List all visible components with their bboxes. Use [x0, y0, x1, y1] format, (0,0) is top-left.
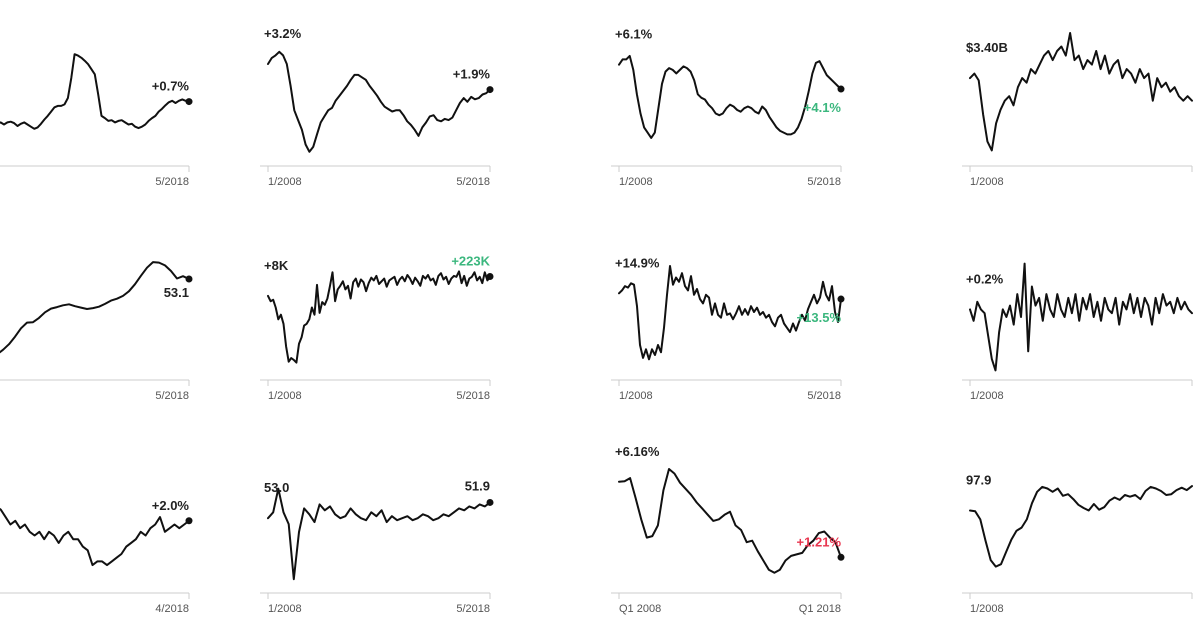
- end-point-dot: [185, 517, 193, 525]
- chart-panel: 1/2008 97.9: [962, 441, 1200, 641]
- end-point-dot: [837, 295, 845, 303]
- x-tick-label-end: 5/2018: [807, 176, 841, 188]
- x-tick-label-end: Q1 2018: [799, 603, 841, 615]
- start-value-label: +8K: [264, 258, 289, 273]
- sparkline-chart: 1/2008 5/2018 53.0 51.9: [260, 478, 494, 615]
- start-value-label: $3.40B: [966, 40, 1008, 55]
- chart-panel: 5/2018 +0.7%: [0, 14, 209, 214]
- end-value-label: +1.9%: [453, 67, 491, 82]
- series-line: [0, 53, 190, 130]
- sparkline-chart: 1/2008 +0.2%: [962, 262, 1193, 402]
- chart-panel: 5/2018 53.1: [0, 228, 209, 428]
- series-line: [969, 485, 1193, 568]
- end-point-dot: [837, 553, 845, 561]
- sparkline-chart: 1/2008 5/2018 +8K +223K: [260, 254, 494, 402]
- chart-panel: 1/2008 +0.2%: [962, 228, 1200, 428]
- end-point-dot: [185, 275, 193, 283]
- chart-panel: 4/2018 +2.0%: [0, 441, 209, 641]
- series-line: [267, 487, 491, 581]
- sparkline-chart: 1/2008 5/2018 +6.1% +4.1%: [611, 27, 845, 188]
- x-tick-label-start: 1/2008: [619, 176, 653, 188]
- sparkline-chart: 5/2018 53.1: [0, 261, 193, 402]
- x-tick-label-end: 5/2018: [456, 603, 490, 615]
- sparkline-chart: 4/2018 +2.0%: [0, 498, 193, 615]
- chart-panel: 1/2008 5/2018 +8K +223K: [260, 228, 510, 428]
- series-line: [0, 507, 190, 567]
- series-line: [969, 262, 1193, 372]
- series-line: [0, 261, 190, 354]
- x-tick-label-start: 1/2008: [268, 390, 302, 402]
- sparkline-chart: 5/2018 +0.7%: [0, 53, 193, 188]
- end-point-dot: [837, 85, 845, 93]
- chart-panel: 1/2008 5/2018 +6.1% +4.1%: [611, 14, 861, 214]
- chart-panel: 1/2008 $3.40B: [962, 14, 1200, 214]
- x-tick-label-end: 5/2018: [155, 390, 189, 402]
- series-line: [969, 32, 1193, 152]
- sparkline-chart: 1/2008 $3.40B: [962, 32, 1193, 188]
- x-tick-label-start: 1/2008: [970, 603, 1004, 615]
- start-value-label: +6.1%: [615, 27, 653, 42]
- x-tick-label-end: 5/2018: [807, 390, 841, 402]
- end-point-dot: [486, 273, 494, 281]
- end-value-label: +0.7%: [152, 79, 190, 94]
- series-line: [618, 54, 842, 139]
- start-value-label: +6.16%: [615, 444, 660, 459]
- start-value-label: +0.2%: [966, 271, 1004, 286]
- start-value-label: 97.9: [966, 472, 991, 487]
- x-tick-label-end: 4/2018: [155, 603, 189, 615]
- end-value-label: 51.9: [465, 478, 490, 493]
- series-line: [267, 50, 491, 153]
- x-tick-label-end: 5/2018: [456, 176, 490, 188]
- sparkline-chart: 1/2008 5/2018 +14.9% +13.5%: [611, 255, 845, 402]
- end-value-label: 53.1: [164, 285, 189, 300]
- end-point-dot: [185, 98, 193, 106]
- chart-panel: 1/2008 5/2018 53.0 51.9: [260, 441, 510, 641]
- series-line: [618, 265, 842, 361]
- sparkline-chart: 1/2008 97.9: [962, 472, 1193, 615]
- x-tick-label-end: 5/2018: [155, 176, 189, 188]
- x-tick-label-start: Q1 2008: [619, 603, 661, 615]
- start-value-label: +14.9%: [615, 255, 660, 270]
- end-value-label: +223K: [451, 254, 490, 269]
- end-value-label: +2.0%: [152, 498, 190, 513]
- chart-panel: 1/2008 5/2018 +3.2% +1.9%: [260, 14, 510, 214]
- end-value-label: +1.21%: [797, 534, 842, 549]
- chart-panel: Q1 2008 Q1 2018 +6.16% +1.21%: [611, 441, 861, 641]
- x-tick-label-start: 1/2008: [268, 603, 302, 615]
- sparkline-chart: Q1 2008 Q1 2018 +6.16% +1.21%: [611, 444, 845, 615]
- series-line: [267, 270, 491, 364]
- chart-panel: 1/2008 5/2018 +14.9% +13.5%: [611, 228, 861, 428]
- end-value-label: +13.5%: [797, 310, 842, 325]
- start-value-label: +3.2%: [264, 26, 302, 41]
- x-tick-label-start: 1/2008: [619, 390, 653, 402]
- end-point-dot: [486, 498, 494, 506]
- end-point-dot: [486, 86, 494, 94]
- series-line: [618, 468, 842, 574]
- x-tick-label-start: 1/2008: [970, 176, 1004, 188]
- x-tick-label-end: 5/2018: [456, 390, 490, 402]
- x-tick-label-start: 1/2008: [970, 390, 1004, 402]
- sparkline-chart: 1/2008 5/2018 +3.2% +1.9%: [260, 26, 494, 188]
- start-value-label: 53.0: [264, 480, 289, 495]
- x-tick-label-start: 1/2008: [268, 176, 302, 188]
- end-value-label: +4.1%: [804, 100, 842, 115]
